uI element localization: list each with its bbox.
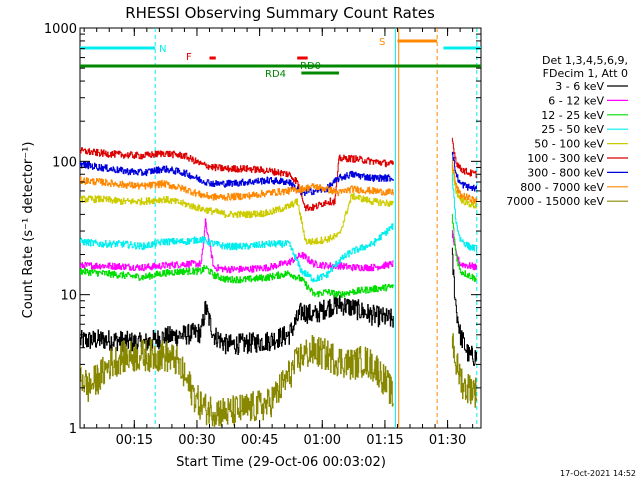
series-line-0-0 <box>80 295 394 355</box>
legend-header-1: FDecim 1, Att 0 <box>543 67 628 80</box>
flag-label-rd4: RD4 <box>265 69 286 80</box>
series-line-3-0 <box>80 223 394 283</box>
plot-frame <box>79 27 482 429</box>
flag-label-f: F <box>186 52 192 63</box>
x-tick-label-4: 01:15 <box>366 433 403 448</box>
footer-timestamp: 17-Oct-2021 14:52 <box>560 469 636 478</box>
series-line-5-0 <box>80 147 394 212</box>
x-axis-label: Start Time (29-Oct-06 00:03:02) <box>176 455 386 470</box>
series-line-6-1 <box>451 151 477 192</box>
legend-label-7: 800 - 7000 keV <box>520 181 604 194</box>
legend-label-6: 300 - 800 keV <box>527 166 604 179</box>
y-axis-label: Count Rate (s⁻¹ detector⁻¹) <box>21 142 36 319</box>
plot-area <box>80 28 481 428</box>
legend-label-4: 50 - 100 keV <box>534 138 604 151</box>
x-tick-label-3: 01:00 <box>304 433 341 448</box>
y-tick-label-0: 1 <box>69 422 77 437</box>
legend-label-0: 3 - 6 keV <box>555 80 604 93</box>
series-line-4-1 <box>451 164 477 209</box>
y-tick-label-1: 10 <box>60 289 77 304</box>
x-tick-label-5: 01:30 <box>429 433 466 448</box>
flag-label-s: S <box>379 37 385 48</box>
series-line-5-1 <box>451 137 477 178</box>
series-line-8-0 <box>80 335 394 427</box>
x-tick-label-1: 00:30 <box>178 433 215 448</box>
series-line-6-0 <box>80 161 394 196</box>
y-tick-label-2: 100 <box>52 155 77 170</box>
series-line-7-0 <box>80 176 394 201</box>
x-tick-label-2: 00:45 <box>241 433 278 448</box>
legend-label-1: 6 - 12 keV <box>548 94 604 107</box>
legend-label-3: 25 - 50 keV <box>541 123 604 136</box>
legend: Det 1,3,4,5,6,9,FDecim 1, Att 03 - 6 keV… <box>506 54 628 208</box>
flag-label-rd0: RD0 <box>300 61 321 72</box>
legend-label-2: 12 - 25 keV <box>541 109 604 122</box>
series-line-2-0 <box>80 264 394 298</box>
series-line-0-1 <box>451 247 477 366</box>
legend-label-5: 100 - 300 keV <box>527 152 604 165</box>
x-tick-label-0: 00:15 <box>116 433 153 448</box>
y-tick-label-3: 1000 <box>44 22 77 37</box>
flag-label-n: N <box>159 44 166 55</box>
series-line-2-1 <box>451 214 477 282</box>
legend-header-0: Det 1,3,4,5,6,9, <box>542 54 628 67</box>
series-line-4-0 <box>80 192 394 245</box>
chart-title: RHESSI Observing Summary Count Rates <box>125 4 435 22</box>
legend-label-8: 7000 - 15000 keV <box>506 195 604 208</box>
series-line-1-0 <box>80 218 394 274</box>
series-line-7-1 <box>451 159 477 204</box>
series-line-8-1 <box>451 333 477 408</box>
series-line-3-1 <box>451 172 477 253</box>
